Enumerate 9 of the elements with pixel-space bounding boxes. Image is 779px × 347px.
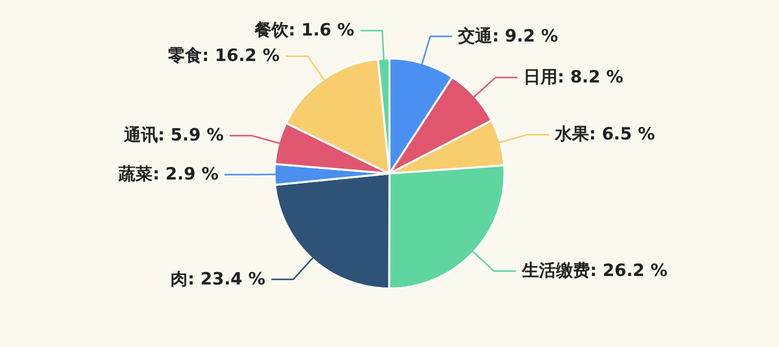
slice-label: 零食: 16.2 % — [167, 46, 280, 66]
slice-label: 生活缴费: 26.2 % — [520, 261, 668, 282]
slice-label: 蔬菜: 2.9 % — [118, 164, 219, 185]
slice-label: 肉: 23.4 % — [170, 269, 266, 290]
slice-label: 通讯: 5.9 % — [122, 126, 224, 146]
slice-label: 餐饮: 1.6 % — [254, 20, 354, 41]
slice-label: 日用: 8.2 % — [523, 68, 624, 88]
slice-label: 交通: 9.2 % — [457, 26, 558, 46]
slice-label: 水果: 6.5 % — [554, 124, 655, 145]
